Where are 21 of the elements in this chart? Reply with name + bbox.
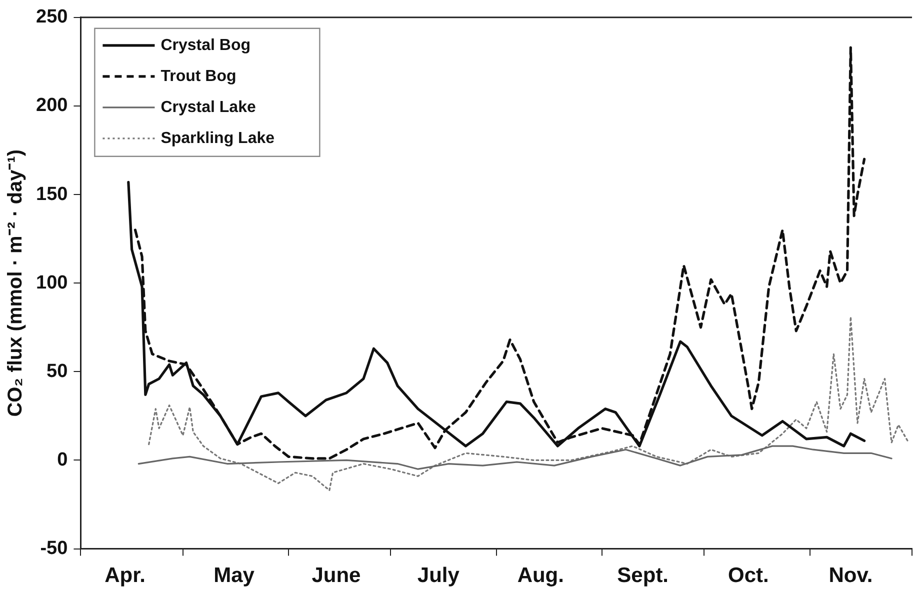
- y-tick-label: 250: [36, 6, 68, 28]
- x-tick-label: Nov.: [828, 564, 873, 588]
- line-series: [148, 316, 910, 492]
- legend-label: Crystal Bog: [160, 36, 250, 54]
- x-tick-label: June: [312, 564, 361, 588]
- y-tick-label: 50: [46, 360, 68, 382]
- x-tick-label: May: [214, 564, 255, 588]
- legend-label: Crystal Lake: [160, 98, 256, 116]
- y-tick-label: 0: [57, 449, 68, 470]
- y-axis-title: CO₂ flux (mmol · m⁻² · day⁻¹): [4, 149, 27, 417]
- legend-label: Trout Bog: [160, 68, 236, 85]
- y-tick-label: 100: [36, 272, 68, 294]
- x-tick-label: July: [417, 564, 460, 588]
- x-tick-label: Aug.: [517, 564, 564, 588]
- y-tick-label: -50: [40, 538, 68, 560]
- y-tick-label: 150: [36, 184, 68, 205]
- x-tick-label: Sept.: [617, 564, 669, 588]
- y-tick-label: 200: [36, 95, 68, 116]
- x-tick-label: Apr.: [104, 564, 146, 588]
- legend-label: Sparkling Lake: [160, 130, 275, 147]
- x-tick-label: Oct.: [728, 564, 769, 588]
